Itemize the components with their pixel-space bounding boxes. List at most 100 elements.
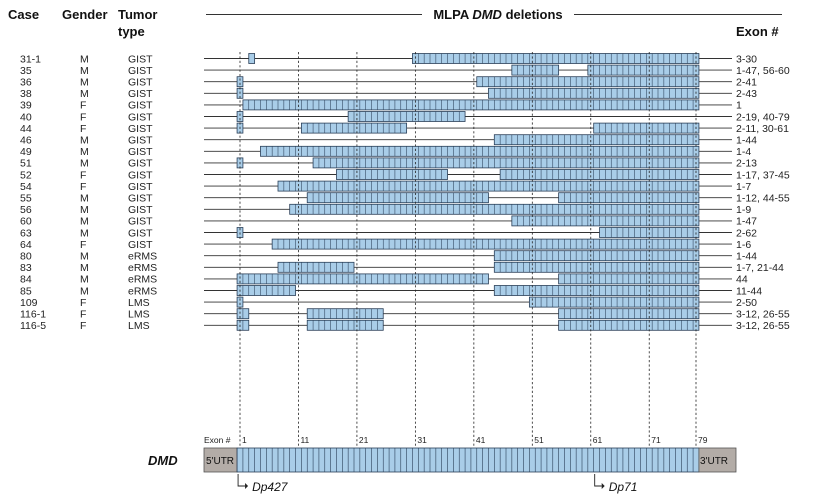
tumor-type: GIST xyxy=(128,227,153,239)
tumor-type: LMS xyxy=(128,309,150,321)
table-row: 116-5 F LMS 3-12, 26-55 xyxy=(20,319,790,332)
exon-tick-label: 31 xyxy=(417,435,427,445)
exon-range: 2-62 xyxy=(736,227,757,239)
table-row: 52 F GIST 1-17, 37-45 xyxy=(20,169,790,181)
case-id: 49 xyxy=(20,146,32,158)
deletion-segment xyxy=(511,64,560,76)
case-id: 40 xyxy=(20,111,32,123)
exon-range: 3-12, 26-55 xyxy=(736,309,790,321)
case-id: 39 xyxy=(20,100,32,112)
tumor-type: GIST xyxy=(128,135,153,147)
exon-range: 2-13 xyxy=(736,158,757,170)
gender: M xyxy=(80,88,89,100)
tumor-type: GIST xyxy=(128,53,153,65)
exon-tick-label: 11 xyxy=(300,435,309,445)
exon-range: 1-4 xyxy=(736,146,751,158)
exon-range: 2-43 xyxy=(736,88,757,100)
table-row: 35 M GIST 1-47, 56-60 xyxy=(20,64,790,77)
deletion-segment xyxy=(306,308,384,320)
exon-range: 1-7 xyxy=(736,181,751,193)
case-id: 54 xyxy=(20,181,32,193)
promoter-label: Dp71 xyxy=(609,480,638,494)
gender: M xyxy=(80,53,89,65)
deletion-segment xyxy=(306,192,489,204)
exon-tick-label: 1 xyxy=(242,435,247,445)
deletion-segment xyxy=(236,285,296,296)
gender: M xyxy=(80,227,89,239)
case-id: 51 xyxy=(20,158,32,170)
gender: F xyxy=(80,309,86,321)
deletion-segment xyxy=(493,285,700,296)
table-row: 54 F GIST 1-7 xyxy=(20,180,751,193)
exon-range: 2-11, 30-61 xyxy=(736,123,789,135)
deletion-rows: 31-1 M GIST 3-30 35 M GIST 1-47, 56-60 36 M GIST 2-… xyxy=(20,53,790,332)
gender: F xyxy=(80,320,86,332)
exon-range: 3-12, 26-55 xyxy=(736,320,790,332)
exon-tick-label: 21 xyxy=(359,435,369,445)
deletion-segment xyxy=(412,53,700,64)
promoter-dp71: Dp71 xyxy=(594,474,638,494)
table-row: 63 M GIST 2-62 xyxy=(20,227,757,239)
case-id: 116-5 xyxy=(20,320,46,332)
promoter-dp427: Dp427 xyxy=(237,474,289,494)
tumor-type: GIST xyxy=(128,239,153,251)
tumor-type: GIST xyxy=(128,204,153,216)
exon-range: 3-30 xyxy=(736,53,757,65)
gene-label: DMD xyxy=(148,453,178,468)
exon-bar xyxy=(236,447,700,473)
case-id: 64 xyxy=(20,239,32,251)
deletion-segment xyxy=(271,238,700,250)
header-case: Case xyxy=(8,7,39,22)
header-tumor-type-line2: type xyxy=(118,24,145,39)
gender: M xyxy=(80,158,89,170)
three-utr-label: 3'UTR xyxy=(700,456,728,467)
tumor-type: GIST xyxy=(128,169,153,181)
deletion-segment xyxy=(558,273,700,285)
table-row: 116-1 F LMS 3-12, 26-55 xyxy=(20,308,790,321)
deletion-segment xyxy=(306,319,384,331)
table-row: 38 M GIST 2-43 xyxy=(20,87,757,100)
gender: M xyxy=(80,135,89,147)
exon-axis-label: Exon # xyxy=(204,435,231,445)
exon-tick-label: 79 xyxy=(698,435,708,445)
tumor-type: eRMS xyxy=(128,262,157,274)
deletion-segment xyxy=(242,99,700,111)
deletion-segment xyxy=(289,203,700,215)
gender: F xyxy=(80,100,86,112)
table-row: 39 F GIST 1 xyxy=(20,99,742,112)
tumor-type: GIST xyxy=(128,77,153,89)
tumor-type: GIST xyxy=(128,65,153,77)
case-id: 38 xyxy=(20,88,32,100)
tumor-type: GIST xyxy=(128,111,153,123)
gender: M xyxy=(80,146,89,158)
deletion-segment xyxy=(312,157,700,169)
case-id: 109 xyxy=(20,297,38,309)
tumor-type: GIST xyxy=(128,158,153,170)
table-row: 49 M GIST 1-4 xyxy=(20,145,751,158)
deletion-segment xyxy=(558,308,700,320)
gender: M xyxy=(80,204,89,216)
exon-range: 2-41 xyxy=(736,77,757,89)
case-id: 56 xyxy=(20,204,32,216)
exon-range: 1-9 xyxy=(736,204,751,216)
gender: M xyxy=(80,262,89,274)
tumor-type: GIST xyxy=(128,181,153,193)
table-row: 64 F GIST 1-6 xyxy=(20,238,751,251)
deletion-segment xyxy=(336,169,448,180)
three-utr-box xyxy=(698,447,737,473)
case-id: 116-1 xyxy=(20,309,46,321)
case-id: 52 xyxy=(20,169,32,181)
deletion-segment xyxy=(236,76,244,88)
tumor-type: eRMS xyxy=(128,274,157,286)
case-id: 83 xyxy=(20,262,32,274)
tumor-type: eRMS xyxy=(128,285,157,297)
header-gender: Gender xyxy=(62,7,108,22)
exon-tick-label: 71 xyxy=(651,435,661,445)
deletion-segment xyxy=(347,111,466,122)
tumor-type: LMS xyxy=(128,320,150,332)
deletion-segment xyxy=(493,261,700,273)
deletion-segment xyxy=(260,145,700,157)
